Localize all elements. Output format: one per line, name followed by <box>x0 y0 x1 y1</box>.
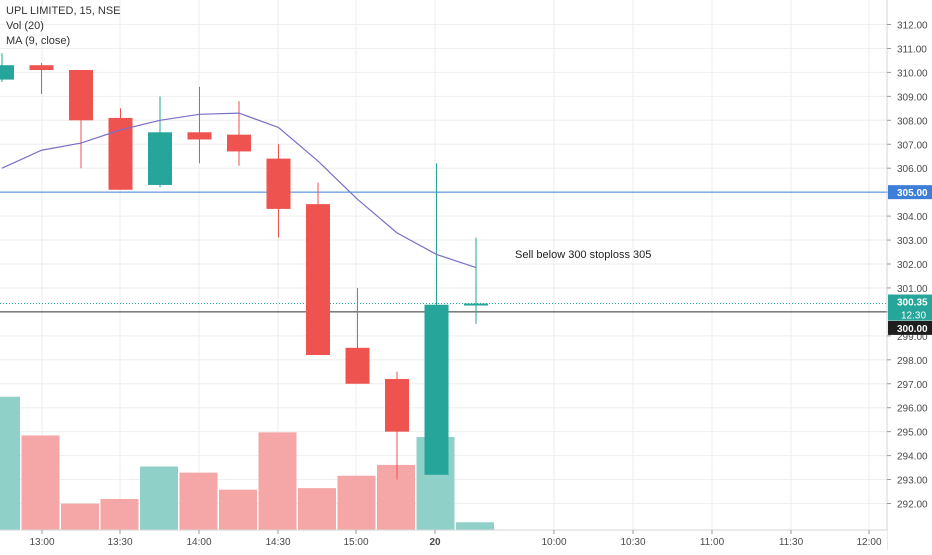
price-tick-label: 306.00 <box>897 164 928 175</box>
candle-body <box>227 134 251 152</box>
volume-bar <box>100 499 139 530</box>
price-label-box <box>888 320 932 335</box>
price-tick-label: 311.00 <box>897 44 927 55</box>
volume-bars <box>0 396 494 530</box>
candle-body <box>424 304 449 475</box>
horizontal-levels[interactable] <box>0 191 887 313</box>
price-axis[interactable]: 292.00 293.00 294.00 295.00 296.00 297.00 298.… <box>886 0 932 550</box>
price-tick-label: 297.00 <box>897 380 928 391</box>
price-tick-label: 296.00 <box>897 404 928 415</box>
candle-body <box>266 158 291 209</box>
price-tick-label: 310.00 <box>897 68 928 79</box>
time-axis-background <box>0 530 887 550</box>
price-label-300-35: 300.35 <box>897 298 928 309</box>
price-tick-label: 301.00 <box>897 284 928 295</box>
price-axis-background <box>887 0 932 550</box>
candles <box>0 53 488 480</box>
time-tick-label: 11:30 <box>779 537 804 548</box>
volume-bar <box>456 522 494 530</box>
countdown-label: 12:30 <box>901 311 926 322</box>
candle-body <box>0 65 14 80</box>
volume-bar <box>377 464 415 530</box>
time-tick-label: 14:30 <box>265 537 290 548</box>
price-tick-label: 308.00 <box>897 116 928 127</box>
time-tick-label: 13:00 <box>29 537 54 548</box>
price-tick-label: 309.00 <box>897 92 928 103</box>
moving-average <box>1 112 477 269</box>
time-tick-label: 13:30 <box>107 537 132 548</box>
volume-bar <box>140 466 178 530</box>
volume-legend[interactable]: Vol (20) <box>6 20 44 32</box>
price-tick-label: 293.00 <box>897 476 928 487</box>
candle-body <box>108 117 133 190</box>
volume-bar <box>61 503 99 530</box>
price-label-box <box>888 185 932 200</box>
price-tick-label: 303.00 <box>897 236 928 247</box>
price-tick-label: 295.00 <box>897 428 928 439</box>
time-tick-label: 10:00 <box>541 537 566 548</box>
price-tick-label: 302.00 <box>897 260 928 271</box>
time-tick-label: 10:30 <box>620 537 645 548</box>
candle-body <box>148 132 172 185</box>
time-axis[interactable]: 13:00 13:30 14:00 14:30 15:00 20 10:00 10:30 11:… <box>0 529 887 550</box>
candle-body <box>345 347 370 384</box>
price-tick-label: 307.00 <box>897 140 928 151</box>
ma-line <box>1 112 477 269</box>
volume-bar <box>337 475 376 530</box>
candle-body <box>385 378 409 432</box>
price-label-box <box>888 294 932 309</box>
candle-body <box>306 204 330 356</box>
price-label-300-00: 300.00 <box>897 324 928 335</box>
time-tick-label: 11:00 <box>700 537 725 548</box>
volume-bar <box>258 432 297 530</box>
volume-bar <box>179 472 218 530</box>
volume-bar <box>0 396 20 530</box>
candle-body <box>464 303 488 306</box>
ma-legend[interactable]: MA (9, close) <box>6 35 71 47</box>
price-tick-label: 298.00 <box>897 356 928 367</box>
time-tick-label: 20 <box>429 537 441 548</box>
candle-body <box>29 65 54 71</box>
volume-bar <box>21 435 60 530</box>
annotations[interactable]: Sell below 300 stoploss 305 <box>515 249 651 261</box>
price-label-305-00: 305.00 <box>897 188 928 199</box>
countdown-box <box>888 308 932 321</box>
volume-bar <box>219 489 257 530</box>
volume-bar <box>298 488 336 530</box>
time-tick-label: 15:00 <box>343 537 368 548</box>
candle-body <box>187 132 212 140</box>
price-tick-label: 294.00 <box>897 452 928 463</box>
time-tick-label: 12:00 <box>856 537 881 548</box>
price-tick-label: 299.00 <box>897 332 928 343</box>
price-tick-label: 304.00 <box>897 212 928 223</box>
candle-body <box>69 70 93 121</box>
annotation-text: Sell below 300 stoploss 305 <box>515 249 651 261</box>
symbol-legend[interactable]: UPL LIMITED, 15, NSE <box>6 5 121 17</box>
time-tick-label: 14:00 <box>186 537 211 548</box>
price-tick-label: 292.00 <box>897 500 928 511</box>
chart-legend: UPL LIMITED, 15, NSE Vol (20) MA (9, clo… <box>6 4 121 49</box>
price-tick-label: 312.00 <box>897 21 928 32</box>
